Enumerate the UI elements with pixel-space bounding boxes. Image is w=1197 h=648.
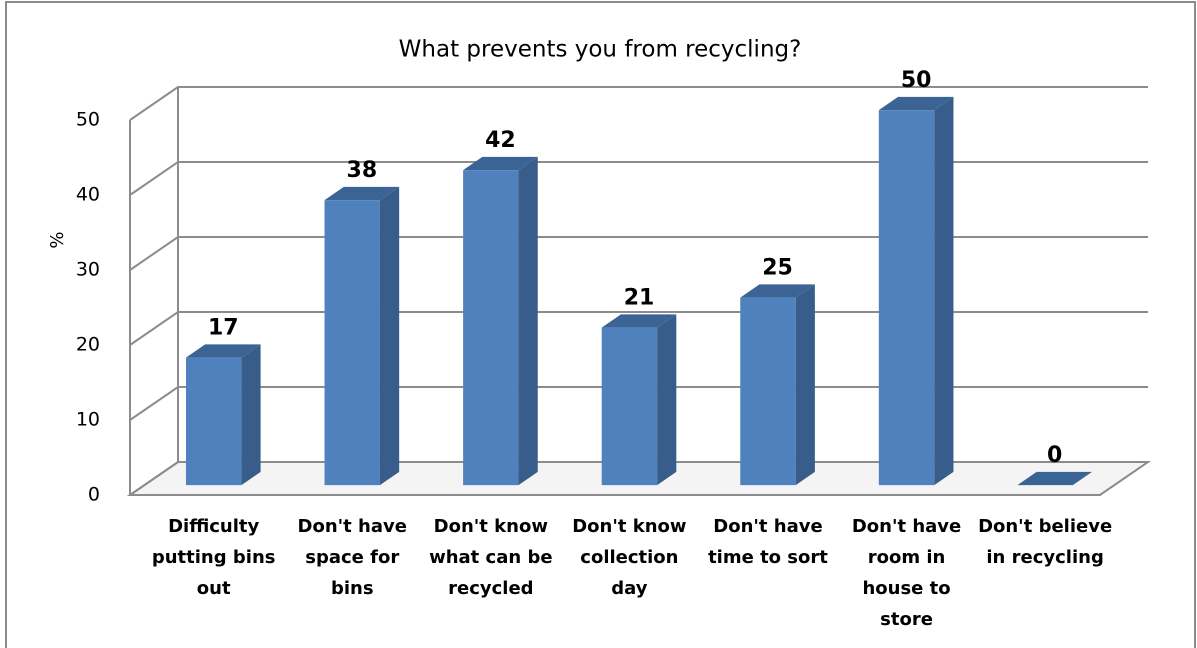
bar-side bbox=[934, 96, 954, 486]
x-tick-label: Don't have space for bins bbox=[297, 516, 407, 599]
y-tick-label: 10 bbox=[76, 409, 100, 431]
value-label: 50 bbox=[901, 68, 932, 93]
bar-front bbox=[463, 170, 519, 486]
value-label: 21 bbox=[624, 285, 655, 310]
grid-line bbox=[129, 461, 1148, 496]
bar-side bbox=[241, 344, 261, 486]
y-axis-label: % bbox=[47, 231, 68, 248]
bar-front bbox=[324, 200, 380, 486]
frame bbox=[5, 1, 1196, 648]
bar bbox=[878, 96, 954, 486]
bar-top bbox=[740, 284, 815, 298]
value-label: 38 bbox=[347, 158, 378, 183]
grid-line bbox=[129, 86, 1148, 121]
chart-title: What prevents you from recycling? bbox=[399, 37, 802, 63]
grid-line bbox=[129, 236, 1148, 271]
bar-top bbox=[185, 344, 261, 358]
x-tick-label: Difficulty putting bins out bbox=[151, 516, 276, 599]
bar-top bbox=[601, 314, 677, 328]
value-label: 25 bbox=[762, 255, 793, 280]
x-tick-label: Don't know what can be recycled bbox=[429, 516, 553, 599]
x-tick-label: Don't have time to sort bbox=[708, 516, 828, 568]
y-tick-label: 30 bbox=[76, 259, 100, 281]
y-tick-label: 20 bbox=[76, 334, 100, 356]
bar-side bbox=[379, 186, 400, 486]
bar-front bbox=[878, 110, 935, 486]
bar-front bbox=[740, 297, 796, 486]
bar-side bbox=[518, 156, 538, 486]
bar-top bbox=[463, 156, 538, 171]
y-tick-label: 50 bbox=[76, 109, 100, 131]
bar bbox=[463, 156, 538, 486]
grid-line bbox=[129, 311, 1148, 346]
value-label: 17 bbox=[208, 315, 239, 340]
bar-top bbox=[878, 96, 954, 111]
y-tick-label: 0 bbox=[88, 484, 100, 506]
bar-front bbox=[601, 327, 658, 486]
bar bbox=[1017, 471, 1093, 486]
x-tick-label: Don't know collection day bbox=[572, 516, 687, 599]
bar-front bbox=[185, 357, 242, 486]
grid-line bbox=[129, 386, 1148, 421]
bar-top bbox=[1017, 471, 1093, 486]
grid-line bbox=[129, 161, 1148, 196]
bar bbox=[740, 284, 815, 486]
bar bbox=[601, 314, 677, 486]
bar bbox=[185, 344, 261, 486]
y-tick-label: 40 bbox=[76, 184, 100, 206]
bar-top bbox=[324, 186, 400, 201]
x-tick-label: Don't believe in recycling bbox=[978, 516, 1113, 568]
bar-side bbox=[657, 314, 677, 486]
bar-side bbox=[795, 284, 815, 486]
x-tick-label: Don't have room in house to store bbox=[851, 516, 962, 630]
value-label: 42 bbox=[485, 128, 516, 153]
bar bbox=[324, 186, 400, 486]
value-label: 0 bbox=[1047, 443, 1062, 468]
